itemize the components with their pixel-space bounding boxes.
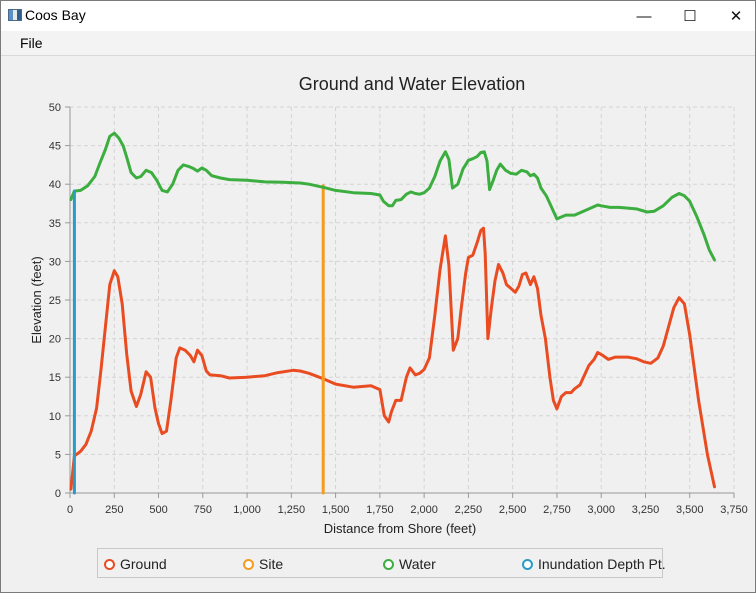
legend-label: Inundation Depth Pt.: [538, 556, 666, 572]
x-axis-label: Distance from Shore (feet): [324, 521, 476, 536]
chart: 0 250 500 750 1,000 1,250 1,500 1,750 2,000 2,250…: [29, 74, 748, 536]
x-tick-label: 3,250: [632, 504, 660, 516]
maximize-icon: ☐: [683, 8, 697, 25]
legend-marker: [104, 558, 115, 570]
series-ground: [69, 226, 716, 491]
x-tick-label: 2,500: [499, 504, 527, 516]
x-tick-label: 500: [149, 504, 167, 516]
menu-file[interactable]: File: [20, 35, 43, 51]
x-tick-label: 3,750: [720, 504, 748, 516]
x-tick-label: 250: [105, 504, 123, 516]
y-tick-label: 45: [49, 141, 61, 153]
x-tick-label: 2,250: [455, 504, 483, 516]
x-tick-label: 2,000: [410, 504, 438, 516]
chart-title: Ground and Water Elevation: [299, 74, 525, 94]
window-title: Coos Bay: [25, 7, 86, 23]
maximize-button[interactable]: ☐: [667, 1, 713, 31]
legend-item: Inundation Depth Pt.: [522, 556, 666, 572]
x-tick-label: 2,750: [543, 504, 571, 516]
y-tick-label: 15: [49, 372, 61, 384]
y-tick-label: 10: [49, 411, 61, 423]
legend-label: Ground: [120, 556, 167, 572]
legend-marker: [522, 558, 533, 570]
chart-legend: Ground Site Water Inundation Depth Pt.: [97, 548, 666, 578]
close-button[interactable]: ✕: [713, 1, 756, 31]
legend-item: Water: [383, 556, 436, 572]
legend-item: Ground: [104, 556, 167, 572]
y-tick-label: 25: [49, 295, 61, 307]
y-tick-label: 35: [49, 218, 61, 230]
legend-marker: [243, 558, 254, 570]
app-icon: [8, 9, 22, 21]
menu-bar: File: [1, 31, 755, 56]
minimize-button[interactable]: —: [621, 1, 667, 31]
legend-label: Site: [259, 556, 284, 572]
x-tick-label: 3,500: [676, 504, 704, 516]
minimize-icon: —: [636, 7, 652, 25]
x-tick-label: 0: [67, 504, 73, 516]
y-tick-label: 0: [55, 488, 61, 500]
y-tick-label: 40: [49, 179, 61, 191]
y-tick-label: 20: [49, 334, 61, 346]
close-icon: ✕: [729, 8, 743, 25]
y-tick-label: 50: [49, 102, 61, 114]
y-tick-label: 5: [55, 449, 61, 461]
x-tick-label: 1,500: [322, 504, 350, 516]
x-tick-label: 1,250: [278, 504, 306, 516]
x-tick-label: 750: [194, 504, 212, 516]
x-tick-label: 3,000: [587, 504, 615, 516]
legend-item: Site: [243, 556, 283, 572]
y-tick-label: 30: [49, 256, 61, 268]
y-axis-label: Elevation (feet): [29, 256, 44, 343]
title-bar[interactable]: Coos Bay — ☐ ✕: [1, 1, 755, 31]
series-water: [69, 131, 716, 262]
x-tick-label: 1,000: [233, 504, 261, 516]
legend-marker: [383, 558, 394, 570]
legend-label: Water: [399, 556, 436, 572]
x-tick-label: 1,750: [366, 504, 394, 516]
